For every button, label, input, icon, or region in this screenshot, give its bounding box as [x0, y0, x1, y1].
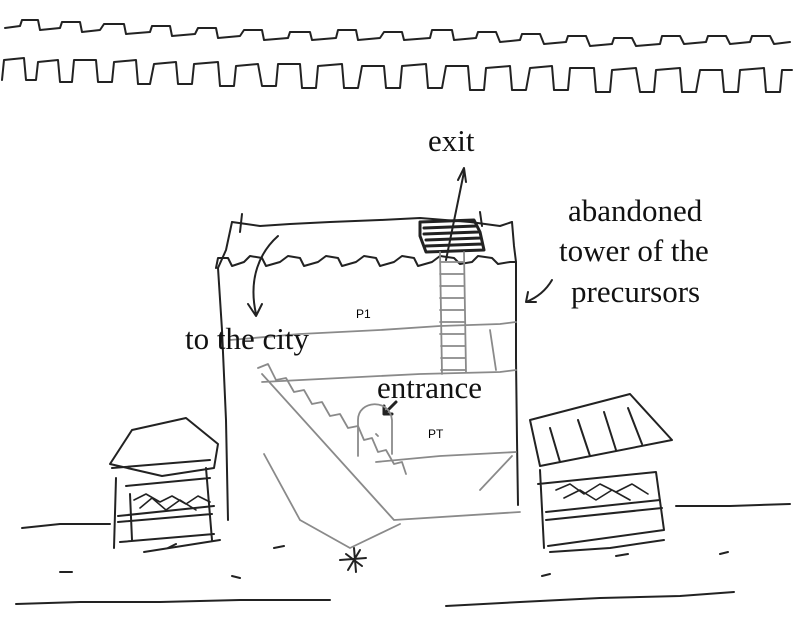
tower-top-edge	[231, 217, 513, 227]
upper-floor-wall	[489, 329, 497, 371]
left-stall-shadow	[143, 539, 221, 553]
label-to-the-city: to the city	[185, 321, 309, 356]
ground-ticks	[59, 543, 729, 579]
tower-crenellation	[215, 255, 517, 269]
exit-hatch	[418, 218, 486, 254]
ground-line-1	[21, 523, 111, 529]
left-stall-body	[113, 467, 215, 549]
floor-line-mid	[261, 369, 517, 383]
distant-wall-lower	[1, 57, 793, 93]
floor-line-upper	[229, 321, 517, 341]
tower-base-diagonal	[263, 453, 513, 549]
stairs	[257, 363, 521, 521]
ground-line-4	[445, 591, 735, 607]
floor-label-upper: P1	[356, 307, 371, 321]
floor-line-ground	[375, 451, 517, 463]
distant-wall-top	[4, 19, 791, 47]
entrance-door	[357, 403, 393, 457]
label-tower-line-1: abandoned	[568, 193, 703, 228]
city-arrow	[247, 235, 279, 317]
label-tower-line-2: tower of the	[559, 233, 709, 268]
right-stall-roof	[529, 393, 673, 467]
label-entrance: entrance	[377, 370, 482, 405]
flower-mark	[339, 547, 367, 573]
right-stall-body	[537, 469, 665, 549]
tower-left-wall	[217, 267, 229, 521]
tower-right-wall	[515, 261, 519, 506]
ground-line-3	[15, 599, 331, 605]
left-stall-roof	[109, 417, 219, 477]
tower-left-edge-top	[217, 213, 243, 269]
label-tower-line-3: precursors	[571, 274, 701, 309]
label-exit: exit	[428, 123, 475, 158]
entrance-arrow	[382, 400, 398, 416]
ground-line-2	[675, 503, 791, 507]
ladder	[439, 251, 467, 375]
floor-label-ground: PT	[428, 427, 444, 441]
tower-right-edge-top	[479, 211, 517, 263]
exit-arrow	[445, 167, 467, 261]
right-stall-goods	[555, 483, 649, 501]
tower-label-arrow	[525, 279, 553, 303]
right-stall-shadow	[549, 539, 665, 553]
left-stall-goods	[133, 493, 211, 511]
